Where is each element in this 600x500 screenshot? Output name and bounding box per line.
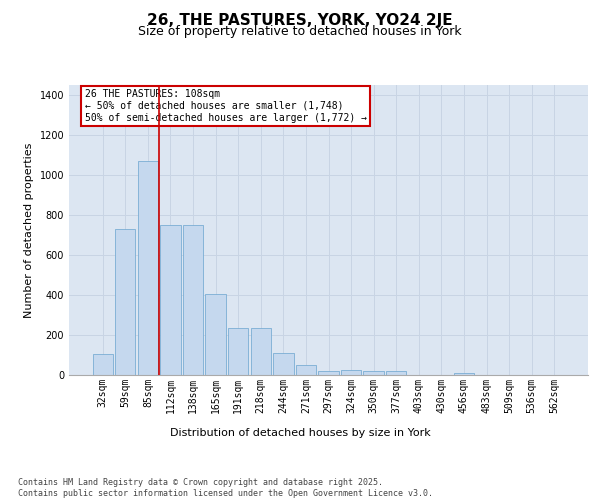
Bar — [319, 371, 338, 375]
Bar — [228, 328, 248, 375]
Bar — [183, 225, 203, 375]
Text: 26 THE PASTURES: 108sqm
← 50% of detached houses are smaller (1,748)
50% of semi: 26 THE PASTURES: 108sqm ← 50% of detache… — [85, 90, 367, 122]
Text: Contains HM Land Registry data © Crown copyright and database right 2025.
Contai: Contains HM Land Registry data © Crown c… — [18, 478, 433, 498]
Text: 26, THE PASTURES, YORK, YO24 2JE: 26, THE PASTURES, YORK, YO24 2JE — [147, 12, 453, 28]
Bar — [92, 354, 113, 375]
Bar — [138, 161, 158, 375]
Bar — [296, 365, 316, 375]
Bar — [160, 225, 181, 375]
Bar — [341, 370, 361, 375]
Y-axis label: Number of detached properties: Number of detached properties — [24, 142, 34, 318]
Bar — [454, 373, 474, 375]
Text: Size of property relative to detached houses in York: Size of property relative to detached ho… — [138, 25, 462, 38]
Bar — [386, 371, 406, 375]
Text: Distribution of detached houses by size in York: Distribution of detached houses by size … — [170, 428, 430, 438]
Bar — [251, 328, 271, 375]
Bar — [364, 371, 384, 375]
Bar — [273, 353, 293, 375]
Bar — [205, 294, 226, 375]
Bar — [115, 229, 136, 375]
